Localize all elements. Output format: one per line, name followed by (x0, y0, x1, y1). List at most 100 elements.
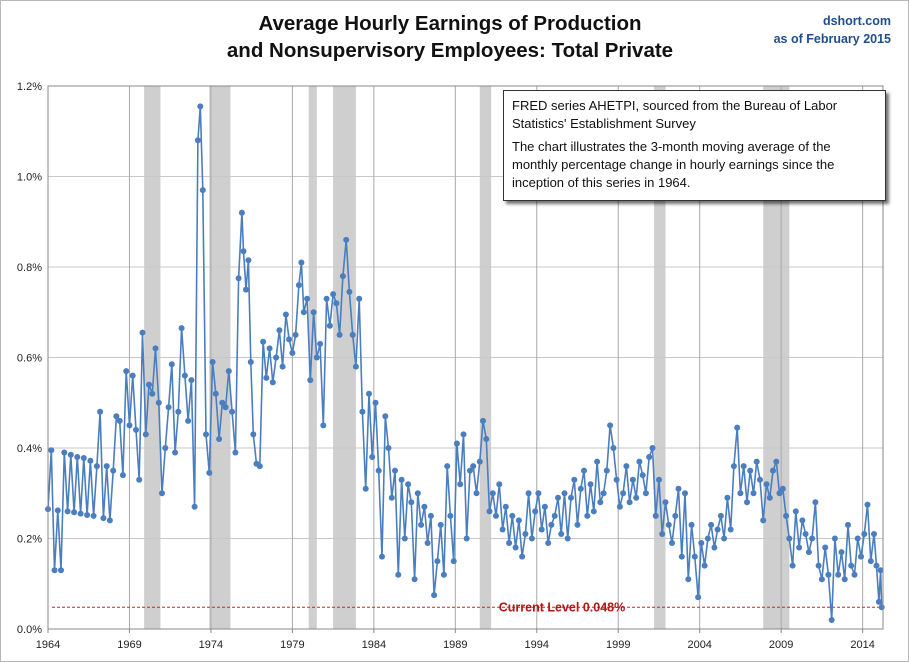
data-point (877, 567, 884, 574)
data-point (711, 544, 718, 551)
data-point (809, 535, 816, 542)
data-point (162, 445, 169, 451)
data-point (286, 336, 293, 343)
data-point (792, 508, 799, 515)
data-point (77, 510, 84, 517)
data-point (113, 413, 120, 420)
data-point (545, 540, 552, 546)
data-point (279, 363, 286, 370)
data-point (175, 408, 182, 415)
y-tick-label: 0.2% (17, 534, 42, 546)
data-point (828, 617, 835, 623)
data-point (197, 103, 204, 110)
data-point (620, 490, 627, 497)
data-point (431, 592, 438, 599)
data-point (375, 467, 382, 474)
data-point (232, 449, 239, 456)
data-point (330, 291, 337, 298)
data-point (191, 503, 198, 510)
data-point (382, 413, 389, 420)
data-point (864, 501, 871, 508)
data-point (779, 485, 786, 492)
data-point (730, 463, 737, 470)
data-point (408, 499, 415, 506)
plot-border (47, 85, 884, 630)
data-point (613, 476, 620, 483)
data-point (216, 436, 223, 442)
data-point (656, 476, 662, 483)
data-point (61, 449, 68, 456)
data-point (854, 535, 861, 542)
data-point (146, 381, 152, 388)
data-point (633, 494, 640, 501)
data-point (558, 531, 565, 537)
data-point (691, 553, 698, 560)
data-point (369, 454, 376, 460)
data-point (724, 494, 731, 501)
data-point (783, 512, 790, 519)
data-point (610, 445, 617, 451)
data-point (444, 463, 451, 470)
data-point (388, 494, 395, 501)
current-level-label: Current Level 0.048% (499, 600, 625, 614)
data-point (603, 467, 610, 474)
data-point (695, 594, 702, 601)
data-point (714, 526, 721, 533)
data-point (427, 512, 434, 519)
data-point (825, 571, 832, 578)
x-tick-label: 1999 (606, 639, 630, 651)
data-point (300, 309, 307, 316)
data-point (675, 485, 682, 492)
data-point (522, 531, 529, 537)
data-point (506, 540, 513, 546)
x-tick-label: 2004 (687, 639, 711, 651)
data-point (867, 558, 874, 565)
data-point (247, 359, 254, 365)
data-point (48, 447, 55, 454)
data-point (721, 535, 728, 542)
data-point (873, 562, 880, 569)
data-point (317, 340, 324, 347)
data-point (349, 331, 356, 338)
chart-title-line2: and Nonsupervisory Employees: Total Priv… (226, 39, 674, 62)
data-point (440, 571, 447, 578)
data-point (786, 535, 793, 542)
data-point (437, 521, 444, 528)
data-point (103, 463, 110, 470)
data-point (519, 553, 526, 560)
data-point (662, 499, 669, 506)
data-point (123, 368, 130, 375)
data-point (165, 404, 172, 411)
data-point (845, 521, 851, 528)
data-point (649, 445, 656, 451)
source-site: dshort.com (822, 14, 891, 28)
data-point (100, 515, 107, 522)
data-point (600, 490, 607, 497)
data-point (480, 417, 486, 424)
data-point (273, 354, 280, 361)
data-point (551, 512, 558, 519)
data-point (149, 390, 156, 397)
data-point (64, 508, 71, 515)
y-tick-label: 1.0% (17, 172, 42, 184)
data-point (424, 540, 431, 546)
data-point (93, 463, 100, 470)
x-tick-label: 1984 (362, 639, 386, 651)
data-point (685, 576, 692, 583)
data-point (298, 259, 305, 266)
data-point (682, 490, 688, 497)
data-point (185, 417, 192, 424)
y-tick-label: 0.4% (17, 443, 42, 455)
data-point (155, 399, 162, 406)
data-point (313, 354, 320, 361)
data-point (139, 329, 146, 336)
data-point (861, 531, 868, 537)
data-point (235, 275, 242, 282)
data-point (636, 458, 643, 465)
data-point (58, 567, 64, 574)
data-point (802, 531, 809, 537)
x-tick-label: 1994 (525, 639, 549, 651)
data-point (515, 517, 522, 524)
source-date: as of February 2015 (773, 32, 891, 46)
y-tick-label: 0.8% (17, 262, 42, 274)
